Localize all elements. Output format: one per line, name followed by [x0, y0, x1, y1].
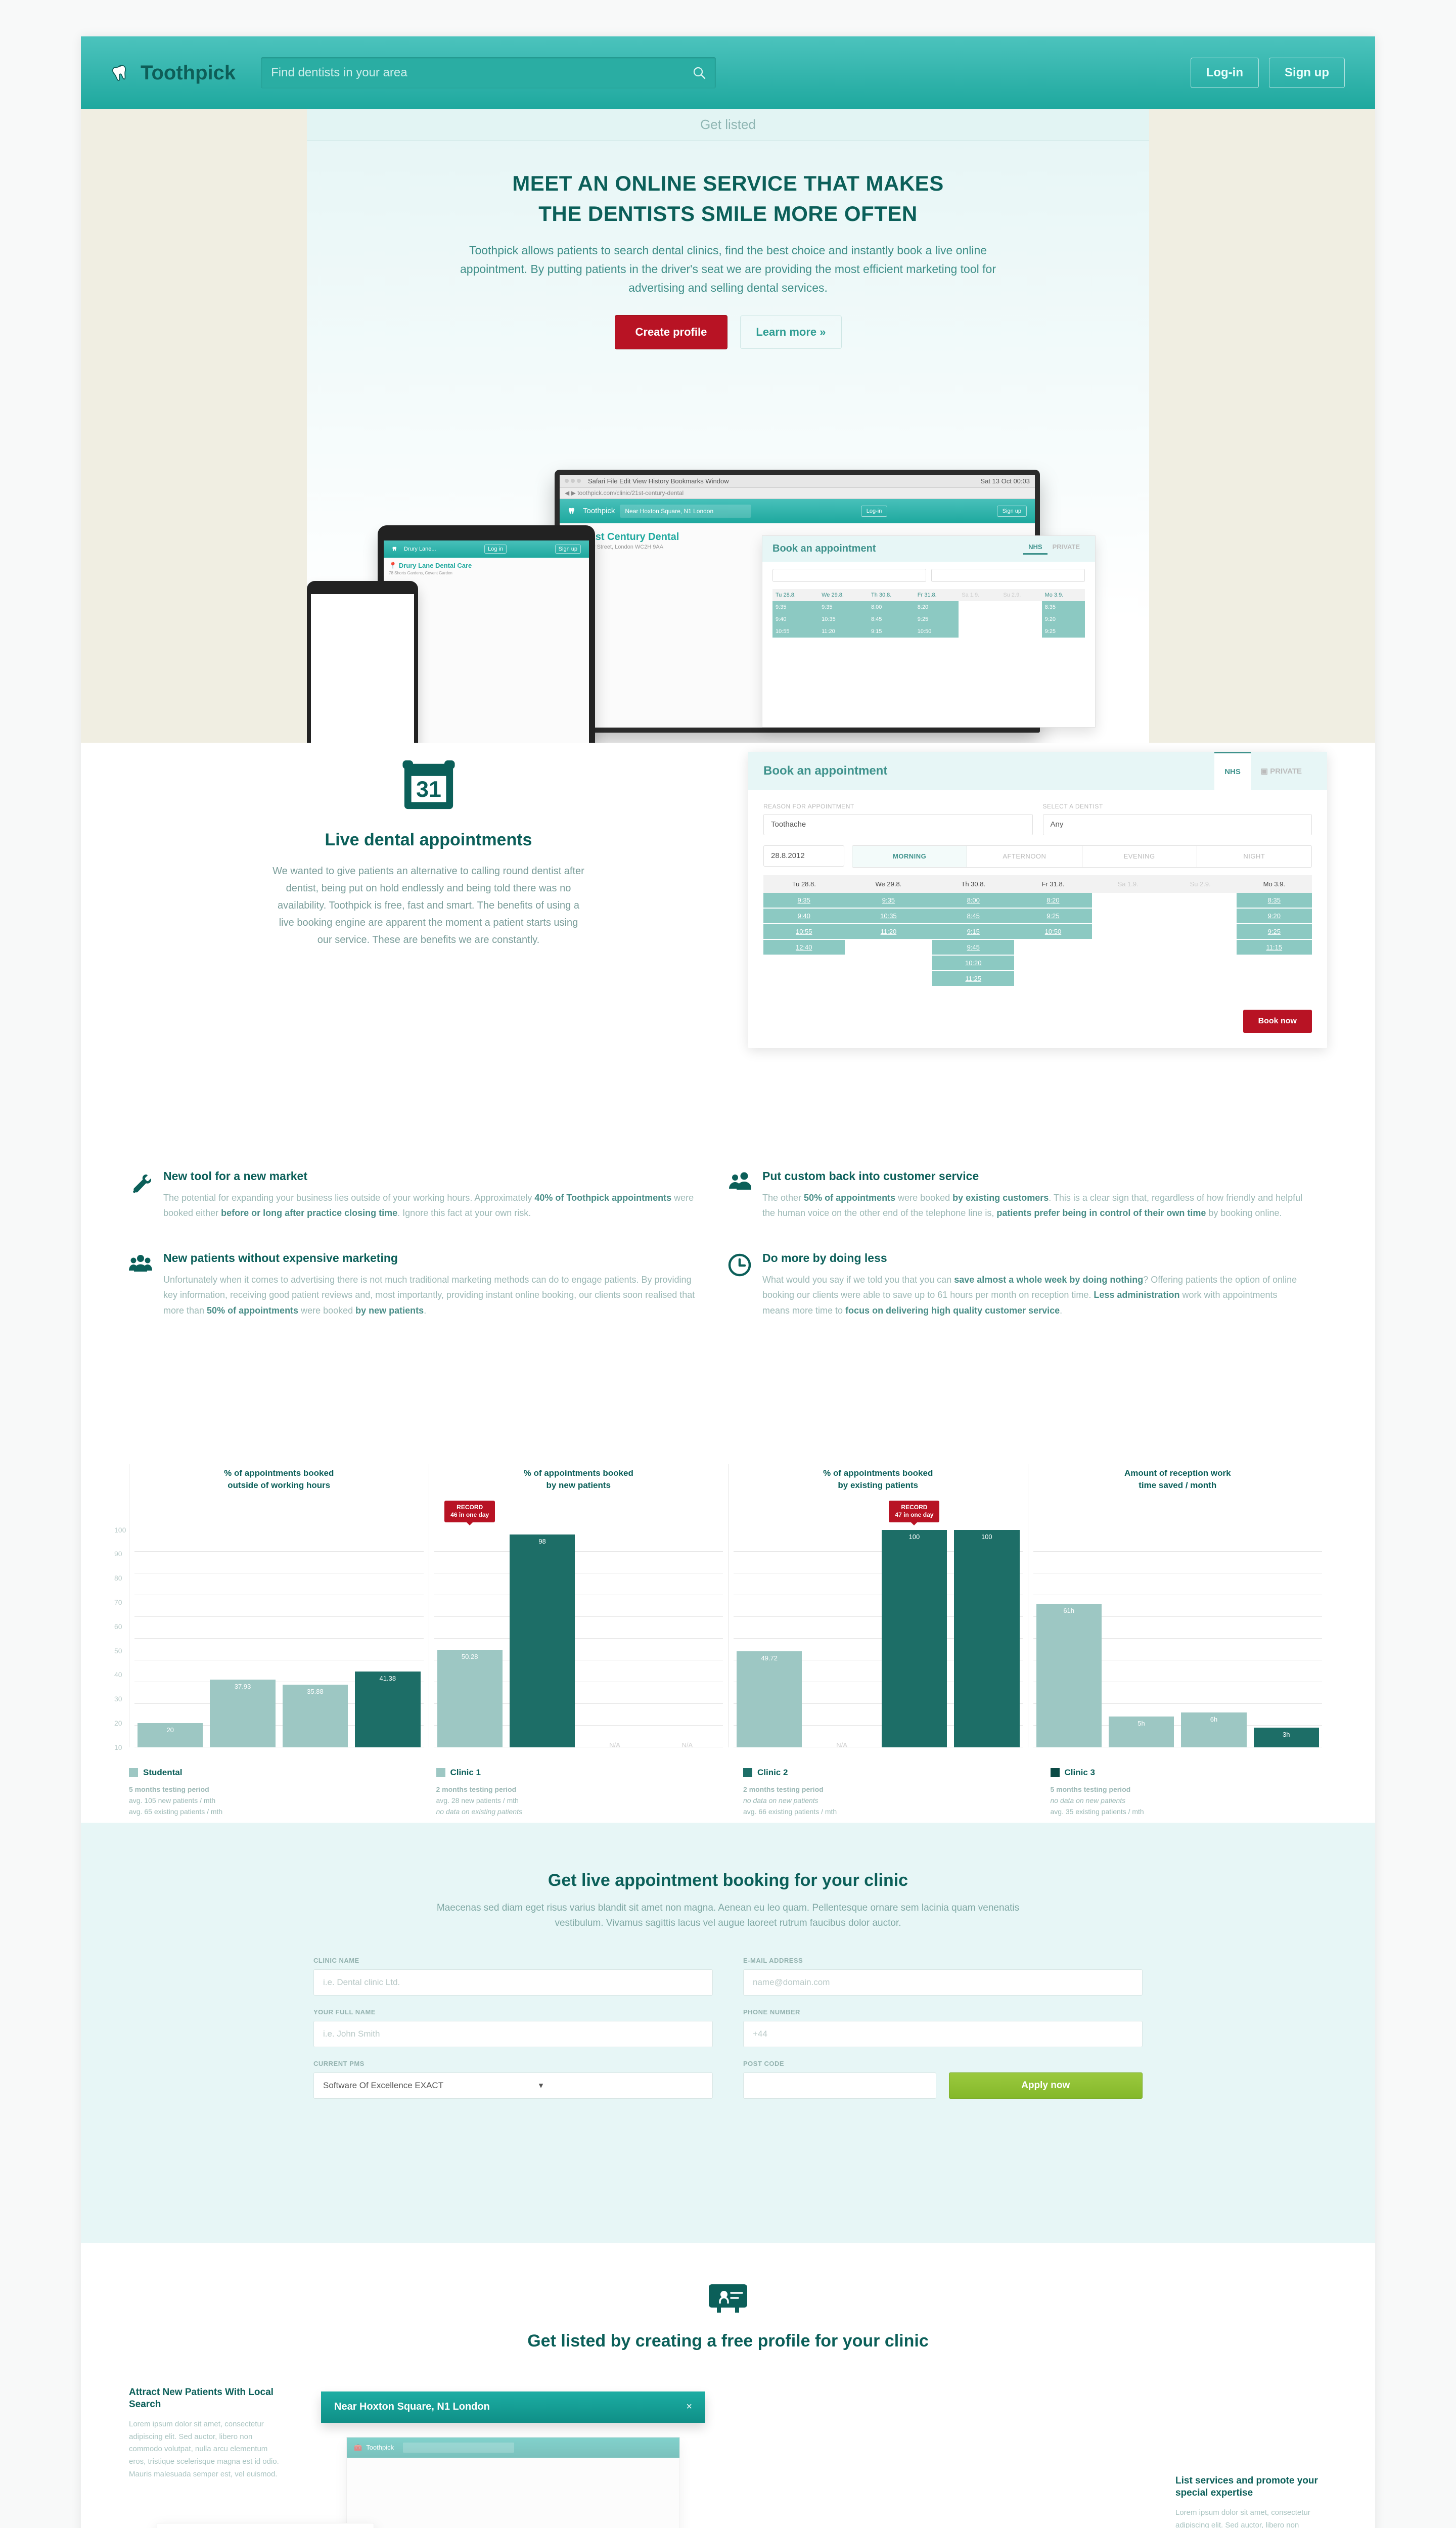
svg-text:31: 31: [416, 777, 441, 802]
